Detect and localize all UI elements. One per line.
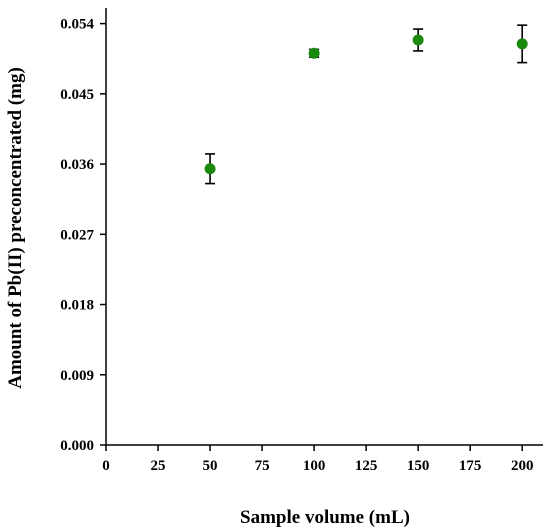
- y-tick-label: 0.000: [60, 438, 94, 454]
- data-point: [308, 47, 320, 59]
- y-tick-label: 0.045: [60, 87, 94, 103]
- x-tick-label: 150: [407, 458, 430, 474]
- data-point: [516, 38, 528, 50]
- y-tick-label: 0.054: [60, 17, 94, 33]
- x-tick-label: 75: [255, 458, 270, 474]
- y-tick-label: 0.018: [60, 298, 94, 314]
- x-tick-label: 100: [303, 458, 326, 474]
- x-tick-label: 0: [102, 458, 110, 474]
- data-point: [412, 34, 424, 46]
- y-tick-label: 0.036: [60, 157, 94, 173]
- x-axis-title: Sample volume (mL): [240, 507, 410, 528]
- x-tick-label: 200: [511, 458, 534, 474]
- chart-marks: 0 25 50 75 100 125 150 175 200 0.000 0.009 0.018 0.0…: [60, 17, 533, 474]
- x-tick-label: 50: [203, 458, 218, 474]
- x-tick-label: 125: [355, 458, 378, 474]
- x-tick-label: 25: [151, 458, 166, 474]
- x-tick-label: 175: [459, 458, 482, 474]
- y-tick-label: 0.027: [60, 227, 94, 243]
- y-axis-title: Amount of Pb(II) preconcentrated (mg): [5, 67, 26, 389]
- y-tick-label: 0.009: [60, 368, 94, 384]
- data-point: [204, 163, 216, 175]
